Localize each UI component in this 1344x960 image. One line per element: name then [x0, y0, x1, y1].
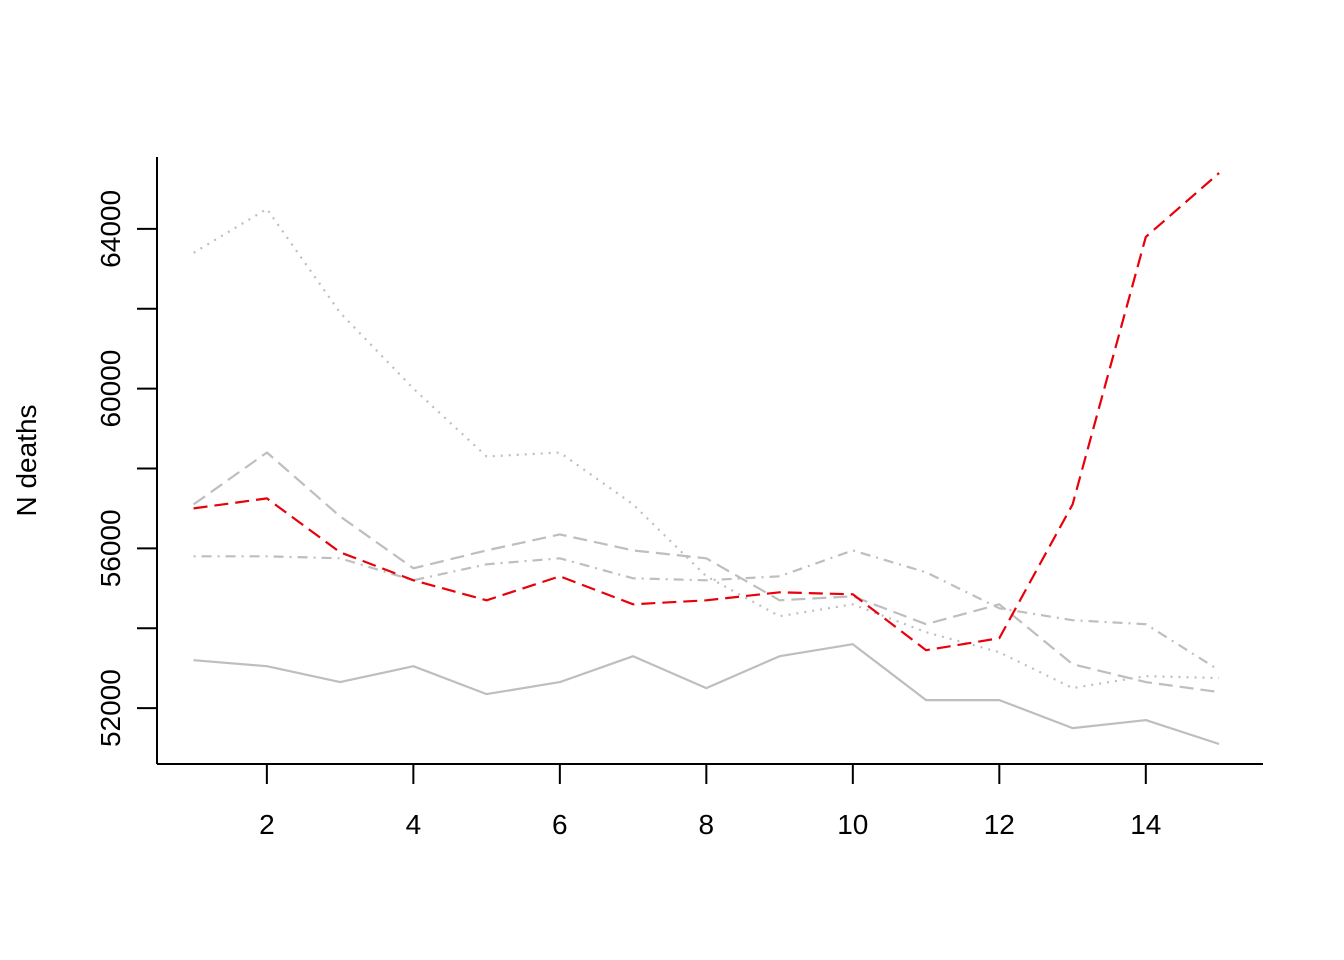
x-axis: 2 4 6 8 10 12 14: [157, 763, 1263, 840]
x-tick-label: 6: [552, 809, 568, 840]
y-axis-title: N deaths: [11, 404, 42, 516]
y-tick-label: 56000: [95, 509, 126, 587]
y-tick-label: 64000: [95, 190, 126, 268]
series-line-3: [192, 451, 1220, 694]
x-tick-label: 8: [699, 809, 715, 840]
x-tick-label: 2: [259, 809, 275, 840]
x-tick-label: 10: [837, 809, 868, 840]
series-line-2: [193, 207, 1220, 690]
x-tick-label: 4: [406, 809, 422, 840]
y-tick-label: 52000: [95, 669, 126, 747]
y-axis: 52000 56000 60000 64000: [95, 157, 158, 764]
x-tick-label: 14: [1130, 809, 1161, 840]
series-line-1: [193, 643, 1220, 746]
series-line-4: [193, 549, 1220, 672]
x-tick-label: 12: [984, 809, 1015, 840]
plot-lines: [192, 172, 1220, 746]
y-tick-label: 60000: [95, 350, 126, 428]
series-line-5: [193, 172, 1220, 652]
